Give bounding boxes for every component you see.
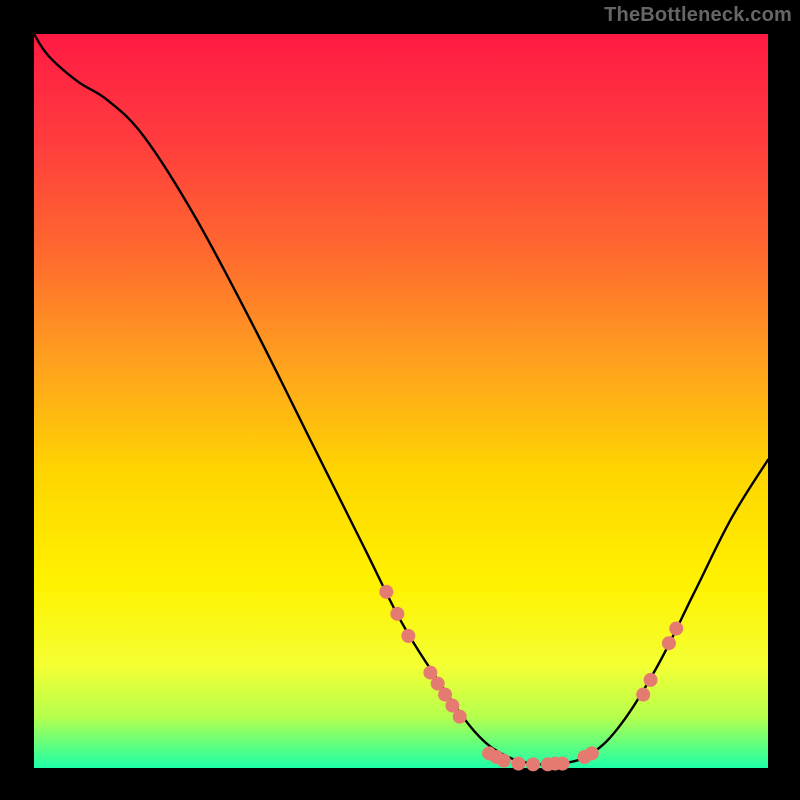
- curve-marker: [662, 636, 676, 650]
- curve-marker: [390, 607, 404, 621]
- curve-marker: [453, 710, 467, 724]
- curve-marker: [526, 757, 540, 771]
- plot-background: [34, 34, 768, 768]
- chart-container: TheBottleneck.com: [0, 0, 800, 800]
- curve-marker: [379, 585, 393, 599]
- curve-marker: [511, 757, 525, 771]
- curve-marker: [585, 746, 599, 760]
- curve-marker: [401, 629, 415, 643]
- curve-marker: [555, 757, 569, 771]
- curve-marker: [497, 754, 511, 768]
- curve-marker: [636, 688, 650, 702]
- curve-marker: [644, 673, 658, 687]
- chart-svg: [0, 0, 800, 800]
- watermark-text: TheBottleneck.com: [604, 4, 792, 27]
- curve-marker: [669, 622, 683, 636]
